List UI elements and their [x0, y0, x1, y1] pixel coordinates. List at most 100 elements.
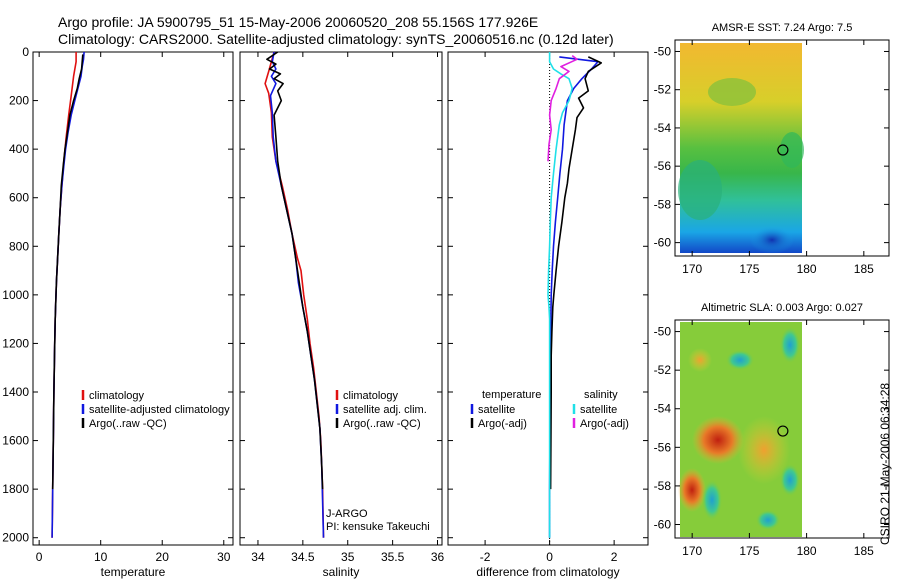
sla-field-patch: [726, 350, 754, 370]
diff-series-0: [548, 56, 599, 538]
sal-annotation: PI: kensuke Takeuchi: [326, 521, 430, 533]
sst-y-tick-label: -58: [654, 197, 672, 211]
sal-x-axis-label: salinity: [323, 565, 360, 579]
temp-legend-label: climatology: [89, 390, 145, 402]
temp-y-tick-label: 1600: [2, 434, 29, 448]
sal-x-tick-label: 35: [341, 550, 355, 564]
sla-field-patch: [738, 416, 790, 484]
sst-field-patch: [750, 226, 794, 254]
figure-title-line1: Argo profile: JA 5900795_51 15-May-2006 …: [58, 14, 538, 30]
sst-x-tick-label: 185: [854, 262, 874, 276]
diff-legend-label: Argo(-adj): [580, 418, 629, 430]
diff-x-tick-label: -2: [480, 550, 491, 564]
sla-map-title: Altimetric SLA: 0.003 Argo: 0.027: [701, 302, 863, 314]
sst-y-tick-label: -60: [654, 236, 672, 250]
diff-legend-title: temperature: [482, 389, 541, 401]
sal-x-tick-label: 36: [431, 550, 445, 564]
sal-legend-label: climatology: [343, 390, 399, 402]
sal-x-tick-label: 34: [251, 550, 265, 564]
sst-field-patch: [678, 160, 722, 220]
sla-x-tick-label: 185: [854, 544, 874, 558]
temp-legend-label: Argo(..raw -QC): [89, 418, 167, 430]
sla-field-patch: [678, 468, 706, 512]
sal-series-2: [266, 51, 324, 490]
sla-field-patch: [780, 327, 800, 363]
temp-y-tick-label: 1800: [2, 482, 29, 496]
sla-map-frame: [674, 319, 890, 539]
temp-x-tick-label: 0: [36, 550, 43, 564]
figure-title-line2: Climatology: CARS2000. Satellite-adjuste…: [58, 31, 614, 47]
temp-y-tick-label: 400: [9, 142, 29, 156]
diff-x-tick-label: 2: [611, 550, 618, 564]
diff-x-axis-label: difference from climatology: [476, 565, 619, 579]
temp-legend-label: satellite-adjusted climatology: [89, 404, 230, 416]
sal-series-0: [264, 51, 325, 538]
temp-plot-frame: [32, 51, 234, 546]
sla-field-patch: [702, 480, 722, 520]
sal-series-1: [269, 51, 325, 538]
sla-field-patch: [688, 348, 712, 372]
sla-x-tick-label: 180: [797, 544, 817, 558]
sst-y-tick-label: -56: [654, 159, 672, 173]
temp-y-tick-label: 1400: [2, 385, 29, 399]
sst-y-tick-label: -54: [654, 121, 672, 135]
sal-x-tick-label: 34.5: [291, 550, 315, 564]
diff-series-3: [547, 54, 578, 162]
sla-field-patch: [780, 464, 800, 496]
argo-position-marker: [777, 144, 789, 156]
sal-annotation: J-ARGO: [326, 508, 368, 520]
sla-y-tick-label: -60: [654, 517, 672, 531]
temp-x-tick-label: 30: [217, 550, 231, 564]
sal-plot-frame: [239, 51, 443, 546]
temp-y-tick-label: 2000: [2, 531, 29, 545]
sst-y-tick-label: -52: [654, 83, 672, 97]
sal-x-tick-label: 35.5: [381, 550, 405, 564]
sla-y-tick-label: -54: [654, 402, 672, 416]
temp-x-axis-label: temperature: [101, 565, 166, 579]
diff-legend-label: satellite: [580, 404, 617, 416]
sal-legend-label: Argo(..raw -QC): [343, 418, 421, 430]
temp-y-tick-label: 1000: [2, 288, 29, 302]
sst-field-patch: [780, 132, 804, 168]
diff-legend-title: salinity: [584, 389, 618, 401]
sla-x-tick-label: 175: [739, 544, 759, 558]
temp-y-tick-label: 1200: [2, 336, 29, 350]
sla-y-tick-label: -58: [654, 479, 672, 493]
diff-series-1: [549, 56, 603, 490]
sst-field-patch: [708, 78, 756, 106]
temp-y-tick-label: 800: [9, 239, 29, 253]
sla-y-tick-label: -52: [654, 363, 672, 377]
temp-y-tick-label: 200: [9, 94, 29, 108]
salinity-panel: 34 34.5 35 35.5 36 salinity climatology satelli…: [239, 51, 445, 579]
temp-y-tick-label: 600: [9, 191, 29, 205]
temp-x-tick-label: 20: [156, 550, 170, 564]
sla-field-patch: [692, 416, 744, 464]
sla-field-patch: [756, 510, 780, 530]
sst-map-title: AMSR-E SST: 7.24 Argo: 7.5: [712, 22, 853, 34]
sst-y-tick-label: -50: [654, 44, 672, 58]
temp-x-tick-label: 10: [94, 550, 108, 564]
diff-series-2: [547, 52, 574, 538]
diff-plot-frame: [447, 51, 649, 546]
sal-legend-label: satellite adj. clim.: [343, 404, 427, 416]
sla-map-panel: Altimetric SLA: 0.003 Argo: 0.027 170 175 1…: [654, 302, 890, 558]
temp-series-2: [51, 54, 84, 490]
side-stamp: CSIRO 21-May-2006 06:34:28: [878, 383, 892, 545]
sst-x-tick-label: 180: [797, 262, 817, 276]
temp-y-tick-label: 0: [22, 45, 29, 59]
sla-y-tick-label: -56: [654, 440, 672, 454]
diff-legend-label: satellite: [478, 404, 515, 416]
sla-x-tick-label: 170: [682, 544, 702, 558]
sst-map-panel: AMSR-E SST: 7.24 Argo: 7.5 170 175 180 185 -5…: [654, 22, 890, 276]
sst-x-tick-label: 170: [682, 262, 702, 276]
sst-x-tick-label: 175: [739, 262, 759, 276]
diff-x-tick-label: 0: [546, 550, 553, 564]
temperature-panel: 0 10 20 30 0 200 400 600 800 1000 1200 1400 1600 1800…: [2, 45, 234, 579]
sst-map-frame: [674, 39, 890, 257]
diff-legend-label: Argo(-adj): [478, 418, 527, 430]
argo-position-marker: [777, 425, 789, 437]
sla-y-tick-label: -50: [654, 325, 672, 339]
